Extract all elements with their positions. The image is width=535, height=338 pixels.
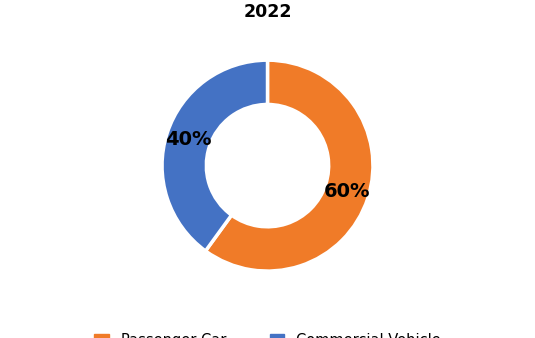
Wedge shape: [205, 60, 373, 271]
Title: Touch and Display Driver Integration (TDDI) IC Market, by Application
2022: Touch and Display Driver Integration (TD…: [0, 0, 535, 21]
Text: 60%: 60%: [324, 182, 370, 201]
Legend: Passenger Car, Commercial Vehicle: Passenger Car, Commercial Vehicle: [94, 333, 441, 338]
Wedge shape: [162, 60, 268, 251]
Text: 40%: 40%: [165, 130, 211, 149]
